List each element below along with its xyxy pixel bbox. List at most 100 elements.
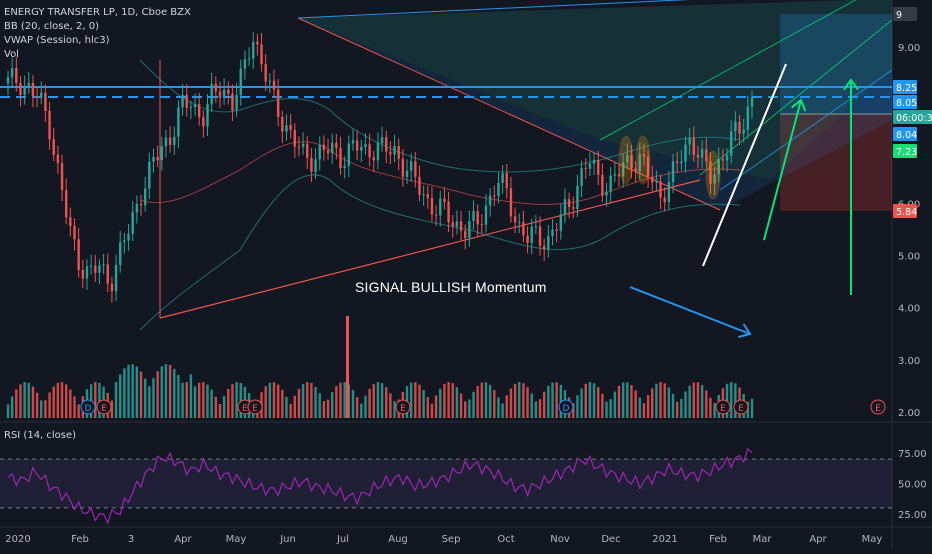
volume-bar xyxy=(542,391,546,418)
volume-bar xyxy=(588,382,592,418)
event-marker-d: D xyxy=(558,399,574,415)
volume-bar xyxy=(484,382,488,418)
candle-body xyxy=(709,161,712,184)
price-tag-label: 8.04 xyxy=(896,130,917,141)
candle-body xyxy=(110,283,114,292)
bb-basis xyxy=(139,141,741,205)
candle-body xyxy=(331,142,334,154)
candle-body xyxy=(455,221,459,227)
volume-bar xyxy=(346,316,349,418)
candle-body xyxy=(721,158,725,161)
volume-bar xyxy=(314,386,317,418)
candle-body xyxy=(48,110,51,140)
volume-bar xyxy=(426,397,429,418)
volume-bar xyxy=(48,392,51,418)
rsi-legend[interactable]: RSI (14, close) xyxy=(4,430,77,441)
event-marker-d: D xyxy=(80,399,96,415)
volume-bar xyxy=(27,382,30,418)
candle-body xyxy=(530,226,533,243)
candle-body xyxy=(372,157,375,161)
volume-bar xyxy=(297,388,301,418)
volume-bar xyxy=(139,371,143,418)
candle-body xyxy=(40,92,43,98)
candle-body xyxy=(322,144,326,151)
signal-annotation[interactable]: SIGNAL BULLISH Momentum xyxy=(355,279,547,295)
volume-bar xyxy=(547,385,550,418)
candle-body xyxy=(347,143,351,166)
volume-bar xyxy=(513,383,517,418)
volume-bar xyxy=(626,382,629,418)
volume-bar xyxy=(464,401,467,418)
volume-bar xyxy=(235,382,238,418)
candle-body xyxy=(89,265,93,267)
volume-bar xyxy=(310,383,313,418)
volume-bar xyxy=(143,378,147,418)
candle-body xyxy=(730,131,733,156)
legend-symbol[interactable]: ENERGY TRANSFER LP, 1D, Cboe BZX xyxy=(4,7,191,18)
volume-bar xyxy=(659,382,662,418)
candle-body xyxy=(326,150,330,154)
volume-bar xyxy=(64,384,68,418)
candle-body xyxy=(364,144,367,147)
time-tick-label: Nov xyxy=(550,534,570,545)
volume-bar xyxy=(584,383,587,418)
volume-bar xyxy=(680,398,683,418)
volume-bar xyxy=(414,382,417,418)
volume-bar xyxy=(505,395,508,418)
pitchfork-edge xyxy=(297,0,691,19)
candle-body xyxy=(584,168,587,170)
candle-body xyxy=(405,170,409,177)
pitchfork-line xyxy=(719,69,893,191)
volume-bar xyxy=(376,382,380,418)
volume-bar xyxy=(239,383,242,418)
candle-body xyxy=(197,104,201,118)
volume-bar xyxy=(35,392,39,418)
rsi-tick-label: 50.00 xyxy=(898,480,927,491)
volume-bar xyxy=(218,404,222,418)
legend-vol[interactable]: Vol xyxy=(4,49,19,60)
event-marker-label: E xyxy=(101,404,107,414)
legend-bb[interactable]: BB (20, close, 2, 0) xyxy=(4,21,99,32)
candle-body xyxy=(193,104,197,108)
volume-bar xyxy=(23,382,26,418)
volume-bar xyxy=(705,390,708,418)
candle-body xyxy=(542,245,546,250)
candle-body xyxy=(746,106,750,130)
volume-bar xyxy=(231,384,234,418)
time-tick-label: Feb xyxy=(71,534,89,545)
volume-bar xyxy=(185,381,188,418)
price-tag: 8.25 xyxy=(893,80,917,94)
candle-body xyxy=(468,221,471,238)
candle-body xyxy=(397,145,400,159)
volume-bar xyxy=(222,395,226,418)
volume-bar xyxy=(306,382,309,418)
event-marker-label: E xyxy=(242,404,248,414)
candle-body xyxy=(252,41,255,59)
candle-body xyxy=(630,154,633,169)
volume-bar xyxy=(40,400,43,418)
candle-body xyxy=(19,83,22,95)
candle-body xyxy=(576,185,579,209)
candle-body xyxy=(513,216,517,223)
candle-body xyxy=(680,161,683,164)
volume-bar xyxy=(98,382,101,418)
candle-body xyxy=(738,121,741,134)
volume-bar xyxy=(389,393,392,418)
event-marker-label: D xyxy=(85,404,92,414)
candle-body xyxy=(247,58,251,60)
volume-bar xyxy=(173,368,176,418)
volume-bar xyxy=(285,396,288,418)
volume-bar xyxy=(534,401,538,418)
legend-vwap[interactable]: VWAP (Session, hlc3) xyxy=(4,35,110,46)
candle-body xyxy=(688,137,691,145)
candle-body xyxy=(60,163,64,191)
candle-body xyxy=(555,229,558,231)
candle-body xyxy=(264,64,267,82)
volume-bar xyxy=(393,401,396,418)
volume-bar xyxy=(468,399,471,418)
volume-bar xyxy=(634,390,637,418)
volume-bar xyxy=(555,382,558,418)
volume-bar xyxy=(621,382,625,418)
candle-body xyxy=(713,174,716,184)
